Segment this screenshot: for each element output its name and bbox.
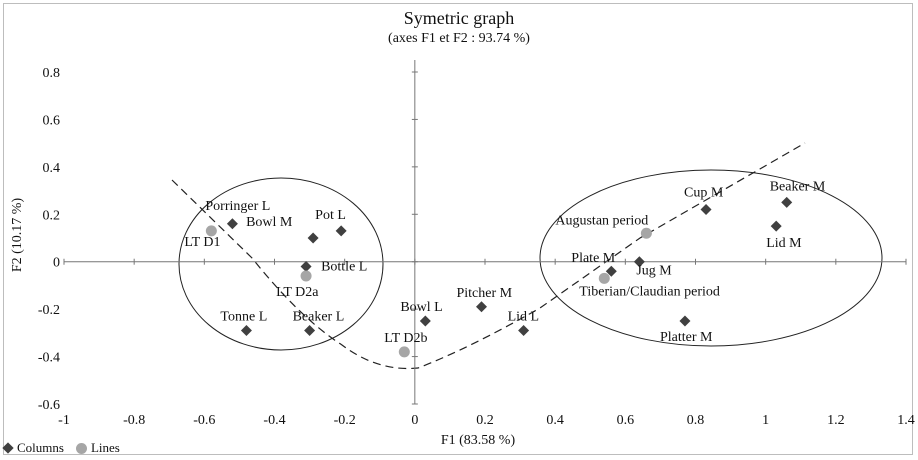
x-tick-label: 1 bbox=[762, 413, 769, 428]
point-label: Platter M bbox=[660, 330, 713, 345]
legend-columns-label: Columns bbox=[17, 440, 64, 455]
y-axis-label: F2 (10.17 %) bbox=[10, 198, 25, 273]
y-tick-label: 0.2 bbox=[43, 208, 61, 223]
plot-axes: -1 -0.8 -0.6 -0.4 -0.2 0 0.2 0.4 0.6 0.8 1 1.2 1.4 -0… bbox=[38, 60, 915, 428]
y-tick-label: -0.2 bbox=[38, 303, 60, 318]
point-label: Bottle L bbox=[321, 259, 367, 274]
point-label: Plate M bbox=[571, 251, 615, 266]
point-columns-1 bbox=[307, 232, 319, 244]
point-columns-13 bbox=[770, 220, 782, 232]
point-label: Cup M bbox=[684, 186, 724, 201]
chart-legend: Columns Lines bbox=[2, 440, 120, 456]
point-columns-10 bbox=[633, 256, 645, 268]
point-label: Bowl M bbox=[246, 215, 293, 230]
point-columns-14 bbox=[679, 315, 691, 327]
point-label: Jug M bbox=[636, 264, 672, 279]
trend-curve bbox=[171, 142, 806, 370]
x-tick-label: -0.6 bbox=[193, 413, 215, 428]
point-columns-8 bbox=[518, 324, 530, 336]
point-lines-2 bbox=[398, 346, 410, 358]
y-tick-label: -0.4 bbox=[38, 351, 60, 366]
point-label: Tiberian/Claudian period bbox=[579, 284, 720, 299]
left-cluster-ellipse bbox=[178, 177, 384, 351]
x-tick-label: 1.4 bbox=[897, 413, 915, 428]
chart-frame bbox=[3, 3, 913, 455]
point-columns-4 bbox=[240, 324, 252, 336]
x-tick-label: -0.2 bbox=[334, 413, 356, 428]
point-label: LT D2a bbox=[276, 285, 319, 300]
y-tick-label: 0.4 bbox=[43, 161, 61, 176]
circle-marker-icon bbox=[75, 442, 87, 454]
x-tick-label: 0.4 bbox=[546, 413, 564, 428]
point-label: Tonne L bbox=[220, 309, 267, 324]
point-label: Bowl L bbox=[400, 300, 442, 315]
chart-subtitle: (axes F1 et F2 : 93.74 %) bbox=[388, 31, 530, 46]
plot-decorations bbox=[171, 142, 883, 370]
x-tick-label: -0.4 bbox=[263, 413, 285, 428]
x-tick-label: 0.6 bbox=[617, 413, 635, 428]
chart-title: Symetric graph bbox=[403, 8, 515, 28]
point-label: LT D1 bbox=[184, 235, 220, 250]
legend-columns: Columns bbox=[2, 440, 64, 456]
point-columns-11 bbox=[700, 204, 712, 216]
y-tick-label: 0.6 bbox=[43, 113, 61, 128]
right-cluster-ellipse bbox=[539, 169, 883, 347]
point-label: Porringer L bbox=[205, 199, 270, 214]
x-axis-label: F1 (83.58 %) bbox=[441, 433, 516, 448]
point-columns-3 bbox=[300, 260, 312, 272]
legend-lines-label: Lines bbox=[90, 440, 120, 455]
y-tick-label: -0.6 bbox=[38, 398, 60, 413]
point-label: Augustan period bbox=[555, 213, 648, 228]
x-tick-label: -0.8 bbox=[123, 413, 145, 428]
point-label: Lid L bbox=[508, 309, 540, 324]
point-label: Pitcher M bbox=[456, 286, 512, 301]
x-tick-label: -1 bbox=[58, 413, 70, 428]
point-columns-5 bbox=[304, 324, 316, 336]
point-label: Pot L bbox=[315, 208, 346, 223]
x-tick-label: 0 bbox=[411, 413, 418, 428]
point-label: LT D2b bbox=[384, 331, 427, 346]
point-lines-1 bbox=[300, 270, 312, 282]
x-tick-label: 1.2 bbox=[827, 413, 845, 428]
point-label: Beaker L bbox=[293, 309, 345, 324]
legend-lines: Lines bbox=[75, 440, 120, 456]
x-tick-label: 0.8 bbox=[687, 413, 705, 428]
point-lines-4 bbox=[598, 272, 610, 284]
point-columns-9 bbox=[605, 265, 617, 277]
point-lines-0 bbox=[205, 225, 217, 237]
point-columns-7 bbox=[475, 301, 487, 313]
diamond-marker-icon bbox=[2, 442, 14, 454]
point-lines-3 bbox=[640, 227, 652, 239]
point-columns-12 bbox=[781, 196, 793, 208]
point-label: Lid M bbox=[766, 236, 802, 251]
point-columns-6 bbox=[419, 315, 431, 327]
point-columns-0 bbox=[226, 218, 238, 230]
point-columns-2 bbox=[335, 225, 347, 237]
x-tick-label: 0.2 bbox=[476, 413, 494, 428]
y-tick-label: 0.8 bbox=[43, 66, 61, 81]
point-label: Beaker M bbox=[770, 179, 826, 194]
y-tick-label: 0 bbox=[53, 256, 60, 271]
